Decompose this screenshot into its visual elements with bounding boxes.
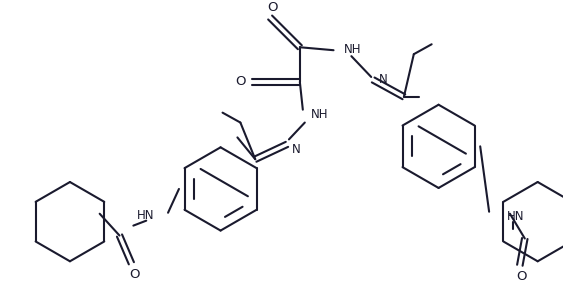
Text: O: O bbox=[235, 75, 246, 88]
Text: HN: HN bbox=[136, 209, 154, 222]
Text: O: O bbox=[129, 268, 140, 281]
Text: HN: HN bbox=[507, 210, 525, 223]
Text: NH: NH bbox=[344, 43, 361, 56]
Text: N: N bbox=[379, 74, 388, 86]
Text: O: O bbox=[517, 270, 527, 283]
Text: NH: NH bbox=[311, 108, 328, 121]
Text: O: O bbox=[267, 1, 277, 14]
Text: N: N bbox=[292, 143, 301, 156]
